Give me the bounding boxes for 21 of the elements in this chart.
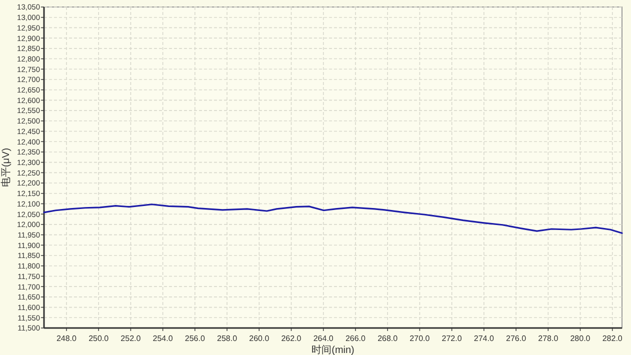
line-series xyxy=(43,204,623,234)
x-tick-label: 256.0 xyxy=(184,334,206,343)
x-tick-label: 260.0 xyxy=(249,334,270,343)
x-tick-label: 266.0 xyxy=(345,334,366,343)
x-tick-label: 268.0 xyxy=(378,334,398,343)
x-tick-label: 254.0 xyxy=(152,334,174,343)
x-tick-label: 262.0 xyxy=(281,334,302,343)
x-tick-label: 272.0 xyxy=(442,334,462,343)
x-tick-label: 278.0 xyxy=(538,334,559,343)
x-tick-label: 270.0 xyxy=(410,334,430,343)
x-tick-label: 250.0 xyxy=(88,334,110,343)
x-tick-label: 276.0 xyxy=(506,334,527,343)
x-tick-label: 264.0 xyxy=(313,334,334,343)
x-tick-label: 258.0 xyxy=(217,334,238,343)
x-tick-label: 282.0 xyxy=(602,334,623,343)
x-tick-label: 274.0 xyxy=(474,334,494,343)
x-tick-label: 248.0 xyxy=(56,334,78,343)
y-axis-title: 电平(μV) xyxy=(0,148,12,188)
x-tick-label: 280.0 xyxy=(570,334,591,343)
x-tick-label: 252.0 xyxy=(120,334,142,343)
x-axis-title: 时间(min) xyxy=(312,344,354,355)
